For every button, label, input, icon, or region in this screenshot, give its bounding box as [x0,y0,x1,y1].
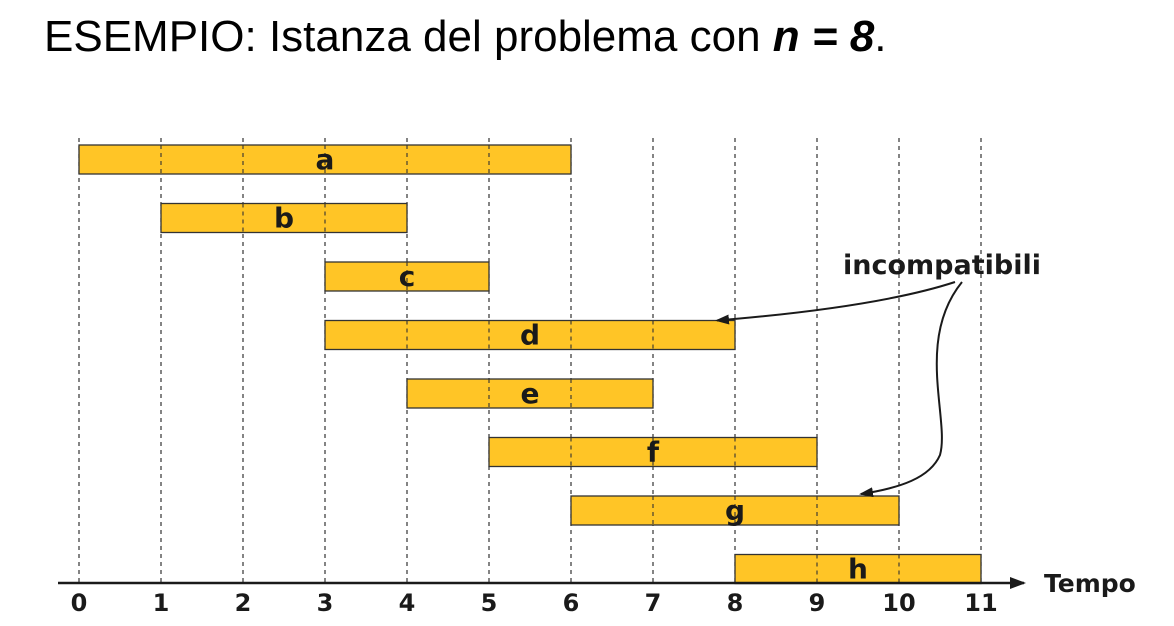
tick-label-0: 0 [71,589,88,617]
bar-label-c: c [399,260,416,293]
annotation-label: incompatibili [843,250,1041,281]
bar-label-a: a [316,143,335,176]
tick-label-8: 8 [727,589,744,617]
annotation-arrow-to-d [715,281,956,325]
slide-title: ESEMPIO: Istanza del problema con n = 8. [44,12,887,62]
tick-label-9: 9 [809,589,826,617]
axis-label: Tempo [1044,569,1136,598]
tick-label-7: 7 [645,589,662,617]
tick-label-6: 6 [563,589,580,617]
title-math: n = 8 [772,12,875,61]
tick-label-3: 3 [317,589,334,617]
bar-d [324,319,736,351]
bar-label-f: f [647,436,660,469]
bar-b [160,202,408,234]
tick-label-5: 5 [481,589,498,617]
bar-label-h: h [848,553,868,586]
title-suffix: . [874,12,887,61]
tick-label-4: 4 [399,589,416,617]
incompatible-annotation: incompatibili [715,250,1041,498]
tick-label-11: 11 [964,589,997,617]
bar-h [734,553,982,585]
interval-bars: ab c de f g h [78,143,982,586]
tick-label-1: 1 [153,589,170,617]
tick-label-2: 2 [235,589,252,617]
tick-label-10: 10 [882,589,915,617]
bar-label-b: b [274,202,294,235]
bar-label-e: e [521,377,540,410]
title-prefix: ESEMPIO: Istanza del problema con [44,12,773,61]
bar-label-d: d [520,319,540,352]
time-axis: 0 1 2 3 4 5 6 7 8 9 10 11 Tempo [58,569,1136,617]
bar-label-g: g [725,494,745,527]
annotation-arrow-to-g [859,281,963,498]
bar-e [406,378,654,409]
